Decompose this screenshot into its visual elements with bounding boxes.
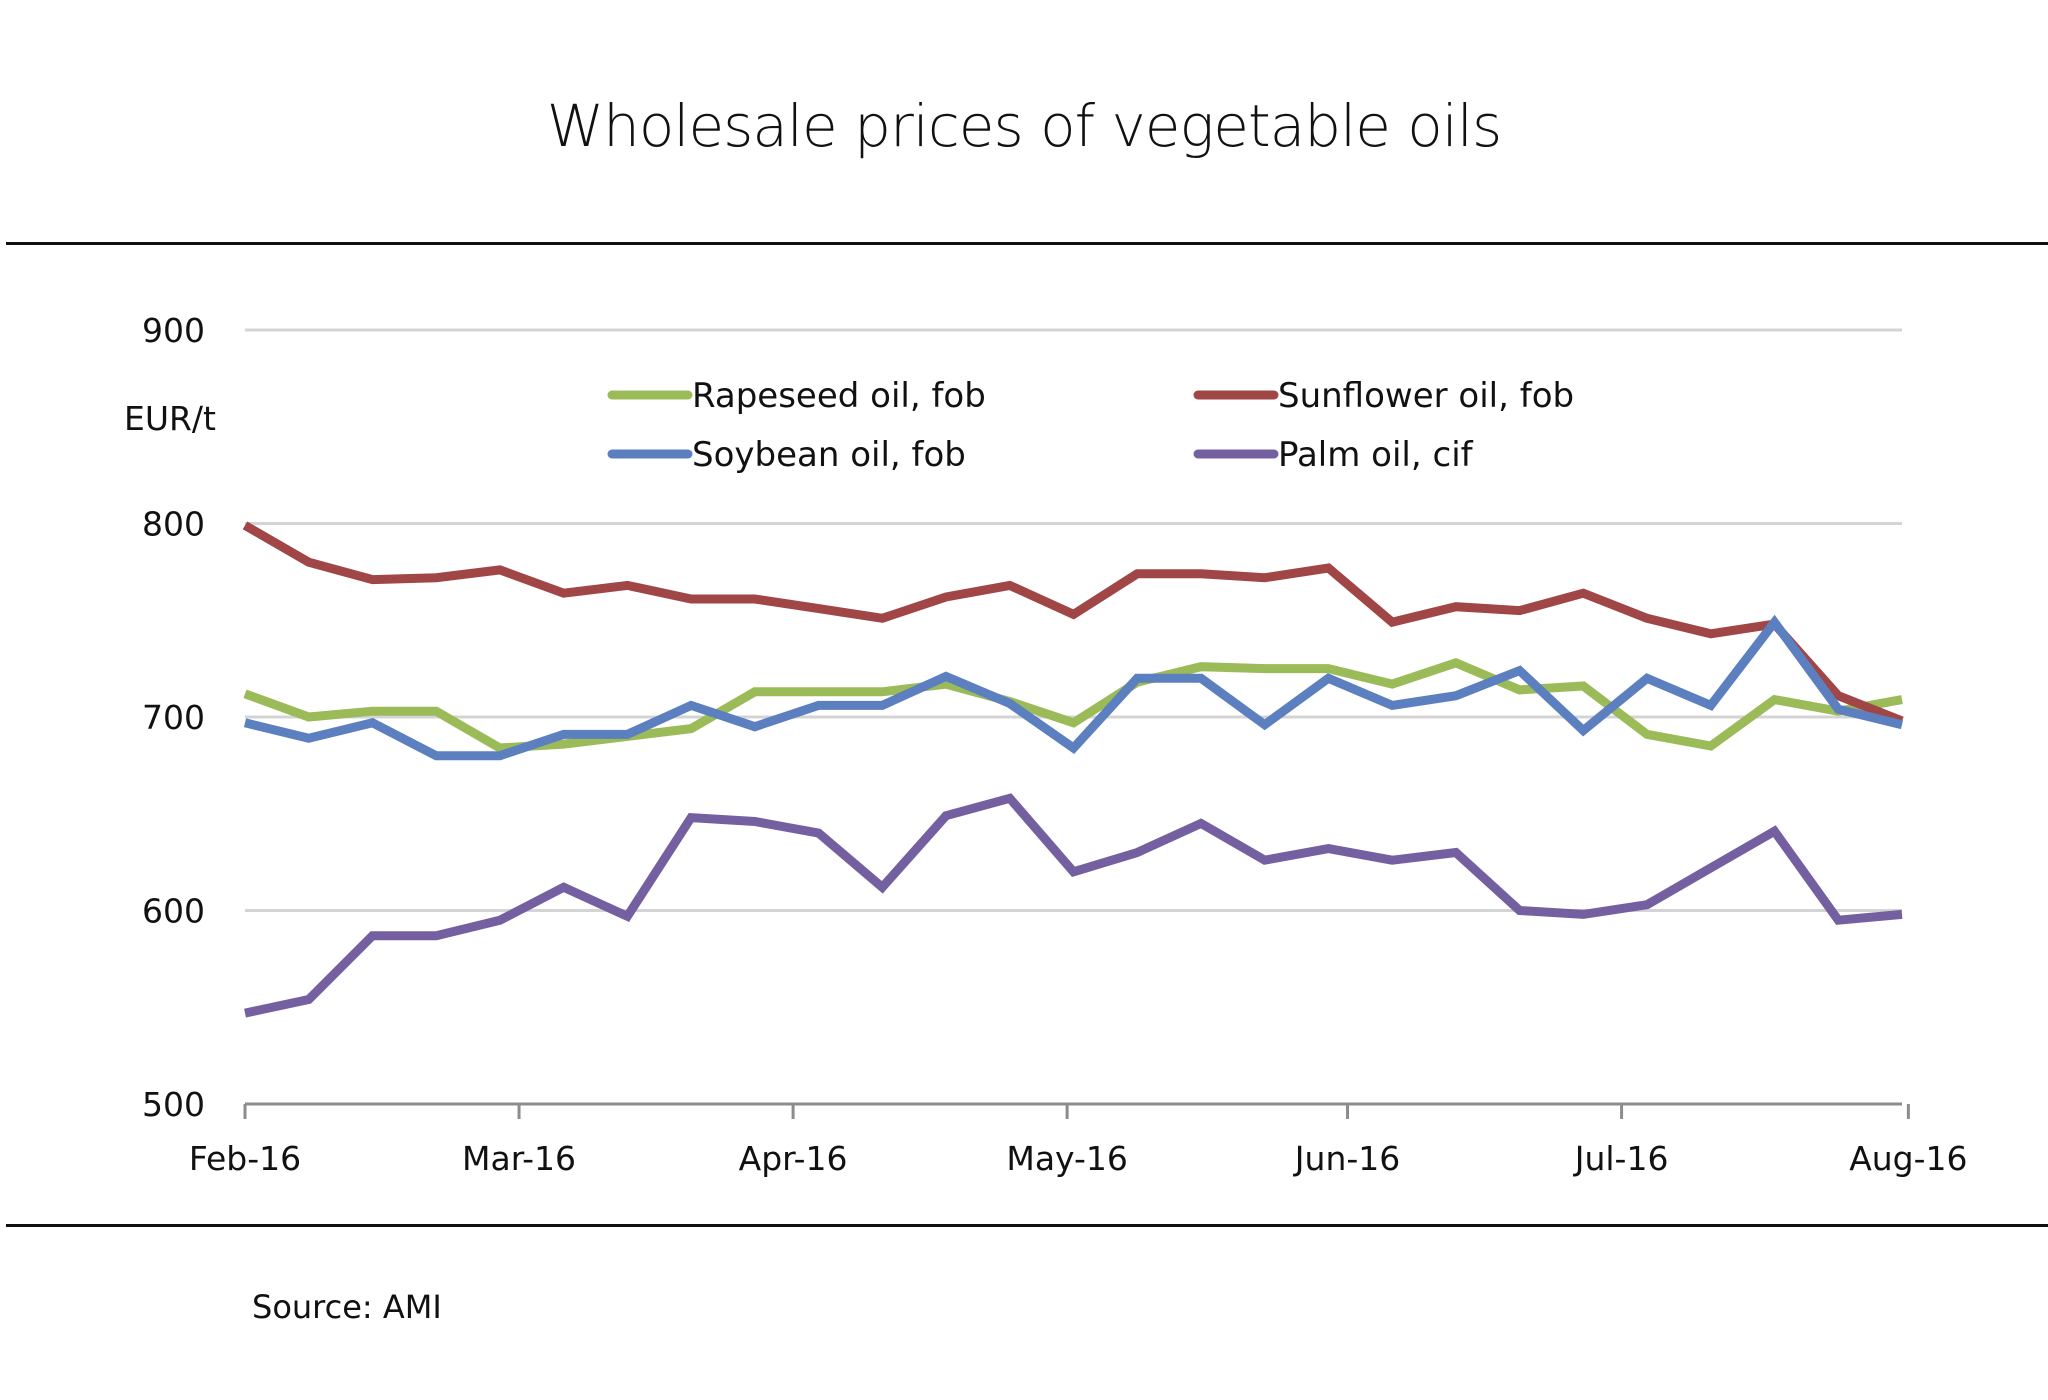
legend-label: Rapeseed oil, fob	[692, 376, 986, 416]
y-tick-label: 800	[142, 505, 205, 544]
x-axis	[243, 1102, 1910, 1119]
x-tick-label: Jun-16	[1293, 1139, 1400, 1178]
x-tick-label: Aug-16	[1849, 1139, 1967, 1178]
source-note: Source: AMI	[252, 1288, 442, 1326]
bottom-divider	[6, 1224, 2048, 1227]
legend-label: Sunflower oil, fob	[1278, 376, 1574, 416]
top-divider	[6, 242, 2048, 245]
y-tick-label: 500	[142, 1085, 205, 1124]
y-tick-label: 900	[142, 311, 205, 350]
x-tick-label: Apr-16	[739, 1139, 848, 1178]
chart-title: Wholesale prices of vegetable oils	[546, 92, 1503, 160]
legend-label: Palm oil, cif	[1278, 435, 1474, 475]
legend-label: Soybean oil, fob	[692, 435, 966, 475]
x-axis-tick-labels: Feb-16 Mar-16 Apr-16 May-16 Jun-16 Jul-16 Aug-…	[189, 1139, 1968, 1178]
series-line-sunflower-oil-fob	[242, 521, 1904, 726]
x-tick-label: Jul-16	[1573, 1139, 1669, 1178]
y-axis-tick-labels: 500 600 700 800 900	[142, 311, 205, 1124]
series-line-soybean-oil-fob	[243, 614, 1904, 761]
y-tick-label: 700	[142, 698, 205, 737]
x-tick-label: Feb-16	[189, 1139, 301, 1178]
series-line-palm-oil-cif	[244, 793, 1903, 1018]
series-line-rapeseed-oil-fob	[243, 657, 1903, 753]
x-tick-label: May-16	[1006, 1139, 1128, 1178]
x-tick-label: Mar-16	[462, 1139, 576, 1178]
series-lines	[242, 521, 1904, 1018]
legend: Rapeseed oil, fob Sunflower oil, fob Soybe…	[607, 376, 1574, 475]
y-axis-label: EUR/t	[124, 399, 216, 438]
y-tick-label: 600	[142, 892, 205, 931]
